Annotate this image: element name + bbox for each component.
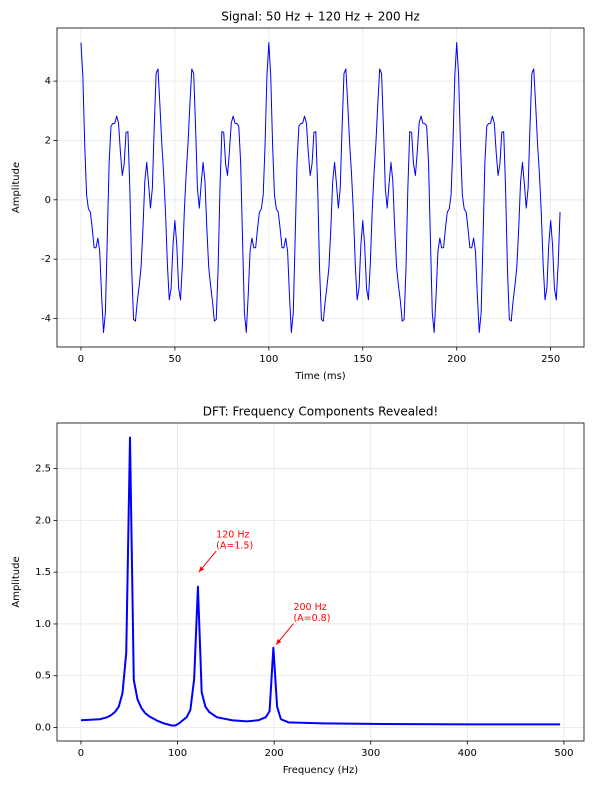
y-tick-label: -4 [41, 314, 51, 325]
y-tick-label: 2 [45, 135, 51, 146]
y-axis-label: Amplitude [11, 556, 22, 607]
y-tick-label: 2.5 [35, 464, 51, 475]
annotation-arrowhead [198, 566, 205, 573]
y-tick-label: -2 [41, 254, 51, 265]
x-axis-label: Frequency (Hz) [283, 765, 359, 776]
x-axis-label: Time (ms) [294, 371, 346, 382]
axes: 0 50 100 150 200 250 -4 -2 0 2 4 Signal: 50 Hz + 12… [11, 10, 585, 382]
line [80, 42, 561, 333]
y-axis-label: Amplitude [11, 162, 22, 213]
annotation: 200 Hz [293, 602, 326, 613]
y-tick-label: 0 [45, 195, 51, 206]
x-tick-label: 300 [361, 748, 380, 759]
y-tick-label: 1.5 [35, 567, 51, 578]
x-tick-label: 50 [169, 354, 182, 365]
x-tick-label: 0 [78, 748, 84, 759]
y-tick-label: 2.0 [35, 515, 51, 526]
x-tick-label: 250 [541, 354, 560, 365]
x-tick-label: 200 [265, 748, 284, 759]
y-tick-label: 1.0 [35, 619, 51, 630]
axes: 0 100 200 300 400 500 0.0 0.5 1.0 1.5 2.0 2.5 DFT: F… [11, 405, 585, 776]
x-tick-label: 500 [554, 748, 573, 759]
y-tick-label: 0.0 [35, 723, 51, 734]
x-tick-label: 400 [458, 748, 477, 759]
line [80, 436, 561, 727]
x-tick-label: 200 [447, 354, 466, 365]
plot-frame [56, 422, 585, 742]
x-tick-label: 100 [259, 354, 278, 365]
x-tick-label: 100 [168, 748, 187, 759]
annotation: (A=0.8) [293, 613, 330, 624]
plot-frame [56, 27, 585, 348]
x-tick-label: 0 [78, 354, 84, 365]
chart-title: DFT: Frequency Components Revealed! [203, 405, 439, 419]
chart-title: Signal: 50 Hz + 120 Hz + 200 Hz [221, 10, 420, 24]
y-tick-label: 0.5 [35, 671, 51, 682]
annotation: 120 Hz [216, 530, 249, 541]
annotation-arrowhead [276, 638, 282, 645]
y-tick-label: 4 [45, 76, 51, 87]
annotation: (A=1.5) [216, 541, 253, 552]
x-tick-label: 150 [353, 354, 372, 365]
